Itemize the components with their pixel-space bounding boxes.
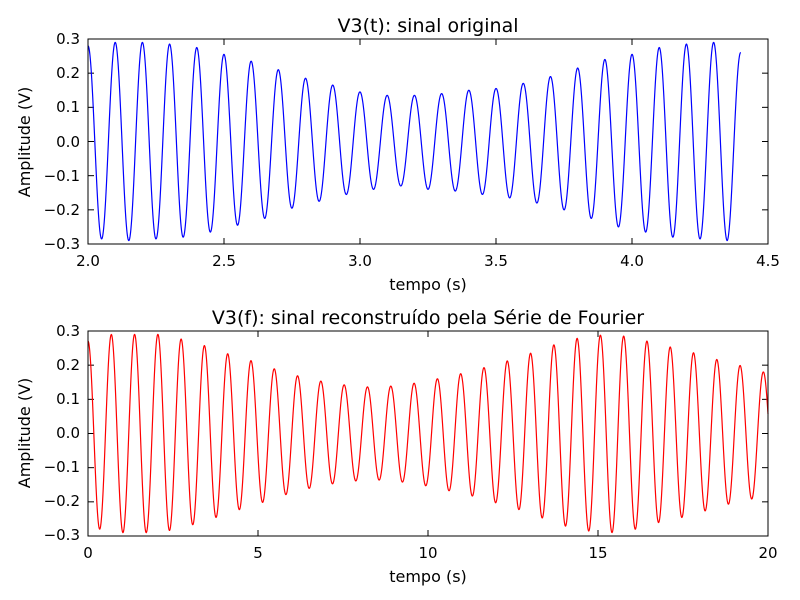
chart-top: V3(t): sinal original tempo (s) Amplitud…	[15, 15, 780, 294]
chart-bottom-xlabel: tempo (s)	[389, 567, 467, 586]
chart-top-xlabel: tempo (s)	[389, 275, 467, 294]
chart-bottom-ytick-label: 0.1	[56, 390, 80, 408]
chart-top-yticks: 0.3 0.2 0.1 0.0 −0.1 −0.2 −0.3	[44, 30, 80, 253]
chart-top-ytick-label: 0.3	[56, 30, 80, 48]
chart-bottom-xtick-label: 15	[588, 544, 607, 562]
chart-top-xticks: 2.0 2.5 3.0 3.5 4.0 4.5	[76, 252, 780, 270]
chart-bottom-xtick-label: 20	[758, 544, 777, 562]
chart-top-ytick-label: −0.3	[44, 235, 80, 253]
chart-top-xtick-label: 4.5	[756, 252, 780, 270]
chart-top-xtick-label: 2.5	[212, 252, 236, 270]
chart-bottom: V3(f): sinal reconstruído pela Série de …	[15, 307, 778, 586]
chart-bottom-ytick-label: −0.3	[44, 526, 80, 544]
chart-top-ylabel: Amplitude (V)	[15, 87, 34, 198]
chart-bottom-xticks: 0 5 10 15 20	[83, 544, 777, 562]
chart-top-xtick-label: 3.5	[484, 252, 508, 270]
chart-top-xtick-label: 3.0	[348, 252, 372, 270]
chart-top-ytick-label: 0.1	[56, 98, 80, 116]
chart-bottom-ytick-label: −0.1	[44, 458, 80, 476]
chart-top-xtick-label: 2.0	[76, 252, 100, 270]
chart-top-ytick-label: 0.0	[56, 133, 80, 151]
chart-top-ytick-label: −0.1	[44, 167, 80, 185]
chart-bottom-xtick-label: 10	[418, 544, 437, 562]
chart-bottom-series-line	[87, 333, 769, 534]
chart-bottom-yticks: 0.3 0.2 0.1 0.0 −0.1 −0.2 −0.3	[44, 322, 80, 544]
chart-bottom-frame	[87, 330, 769, 537]
chart-bottom-xtick-label: 5	[253, 544, 263, 562]
chart-bottom-xtick-label: 0	[83, 544, 93, 562]
chart-bottom-ytick-label: −0.2	[44, 492, 80, 510]
chart-top-title: V3(t): sinal original	[337, 15, 518, 37]
chart-top-series-line	[87, 41, 741, 242]
chart-bottom-title: V3(f): sinal reconstruído pela Série de …	[212, 307, 644, 329]
chart-bottom-ytick-label: 0.0	[56, 424, 80, 442]
chart-bottom-ytick-label: 0.2	[56, 356, 80, 374]
chart-bottom-ytick-label: 0.3	[56, 322, 80, 340]
chart-top-frame	[87, 38, 769, 245]
chart-top-ytick-label: −0.2	[44, 201, 80, 219]
chart-bottom-ylabel: Amplitude (V)	[15, 378, 34, 489]
chart-top-xtick-label: 4.0	[620, 252, 644, 270]
chart-top-ytick-label: 0.2	[56, 64, 80, 82]
